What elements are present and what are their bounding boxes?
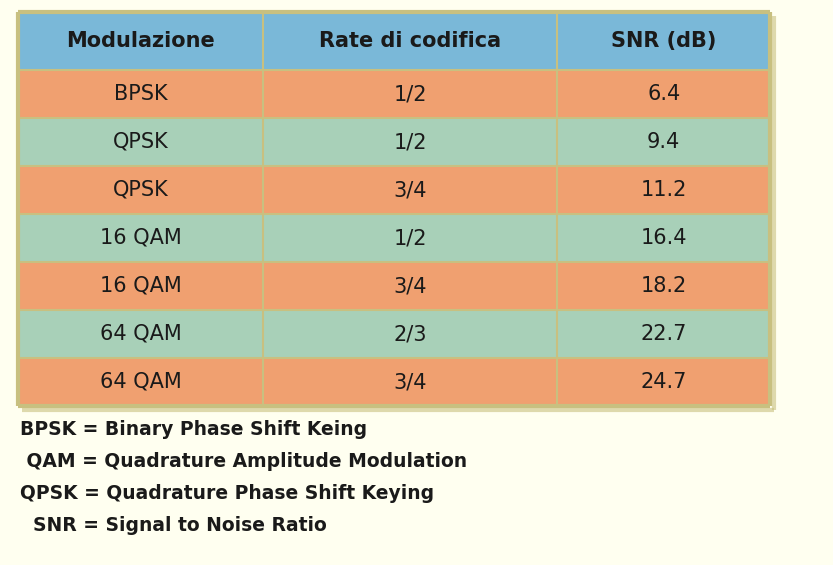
Bar: [557, 70, 770, 118]
Bar: [263, 214, 557, 262]
Text: 24.7: 24.7: [641, 372, 687, 392]
Text: 18.2: 18.2: [641, 276, 687, 296]
Bar: [263, 70, 557, 118]
Bar: [263, 358, 557, 406]
Bar: [557, 118, 770, 166]
Text: SNR (dB): SNR (dB): [611, 31, 716, 51]
Bar: [18, 70, 263, 118]
Bar: [557, 262, 770, 310]
Text: QAM = Quadrature Amplitude Modulation: QAM = Quadrature Amplitude Modulation: [20, 452, 467, 471]
Bar: [263, 12, 557, 70]
Bar: [263, 118, 557, 166]
Text: 11.2: 11.2: [641, 180, 687, 200]
Bar: [263, 262, 557, 310]
Text: Rate di codifica: Rate di codifica: [319, 31, 501, 51]
Bar: [557, 12, 770, 70]
Bar: [557, 166, 770, 214]
Text: 3/4: 3/4: [394, 276, 427, 296]
Bar: [18, 262, 263, 310]
Text: 1/2: 1/2: [394, 132, 427, 152]
Bar: [557, 358, 770, 406]
Text: SNR = Signal to Noise Ratio: SNR = Signal to Noise Ratio: [20, 516, 327, 535]
Text: 16 QAM: 16 QAM: [100, 276, 182, 296]
Bar: [18, 214, 263, 262]
Text: 16 QAM: 16 QAM: [100, 228, 182, 248]
Bar: [263, 310, 557, 358]
Bar: [18, 118, 263, 166]
Bar: [557, 214, 770, 262]
Bar: [18, 166, 263, 214]
Text: QPSK: QPSK: [112, 180, 168, 200]
Text: 64 QAM: 64 QAM: [100, 324, 182, 344]
Text: BPSK: BPSK: [114, 84, 167, 104]
Bar: [18, 12, 263, 70]
Text: 3/4: 3/4: [394, 180, 427, 200]
Text: 2/3: 2/3: [394, 324, 427, 344]
Text: 3/4: 3/4: [394, 372, 427, 392]
Text: 16.4: 16.4: [641, 228, 687, 248]
Text: 9.4: 9.4: [647, 132, 681, 152]
Text: QPSK: QPSK: [112, 132, 168, 152]
Text: 64 QAM: 64 QAM: [100, 372, 182, 392]
Bar: [263, 166, 557, 214]
Bar: [557, 310, 770, 358]
Bar: [18, 310, 263, 358]
Text: QPSK = Quadrature Phase Shift Keying: QPSK = Quadrature Phase Shift Keying: [20, 484, 434, 503]
Text: BPSK = Binary Phase Shift Keing: BPSK = Binary Phase Shift Keing: [20, 420, 367, 439]
Bar: [18, 358, 263, 406]
Text: 6.4: 6.4: [647, 84, 681, 104]
Text: 1/2: 1/2: [394, 84, 427, 104]
Text: Modulazione: Modulazione: [67, 31, 215, 51]
Text: 1/2: 1/2: [394, 228, 427, 248]
Text: 22.7: 22.7: [641, 324, 687, 344]
